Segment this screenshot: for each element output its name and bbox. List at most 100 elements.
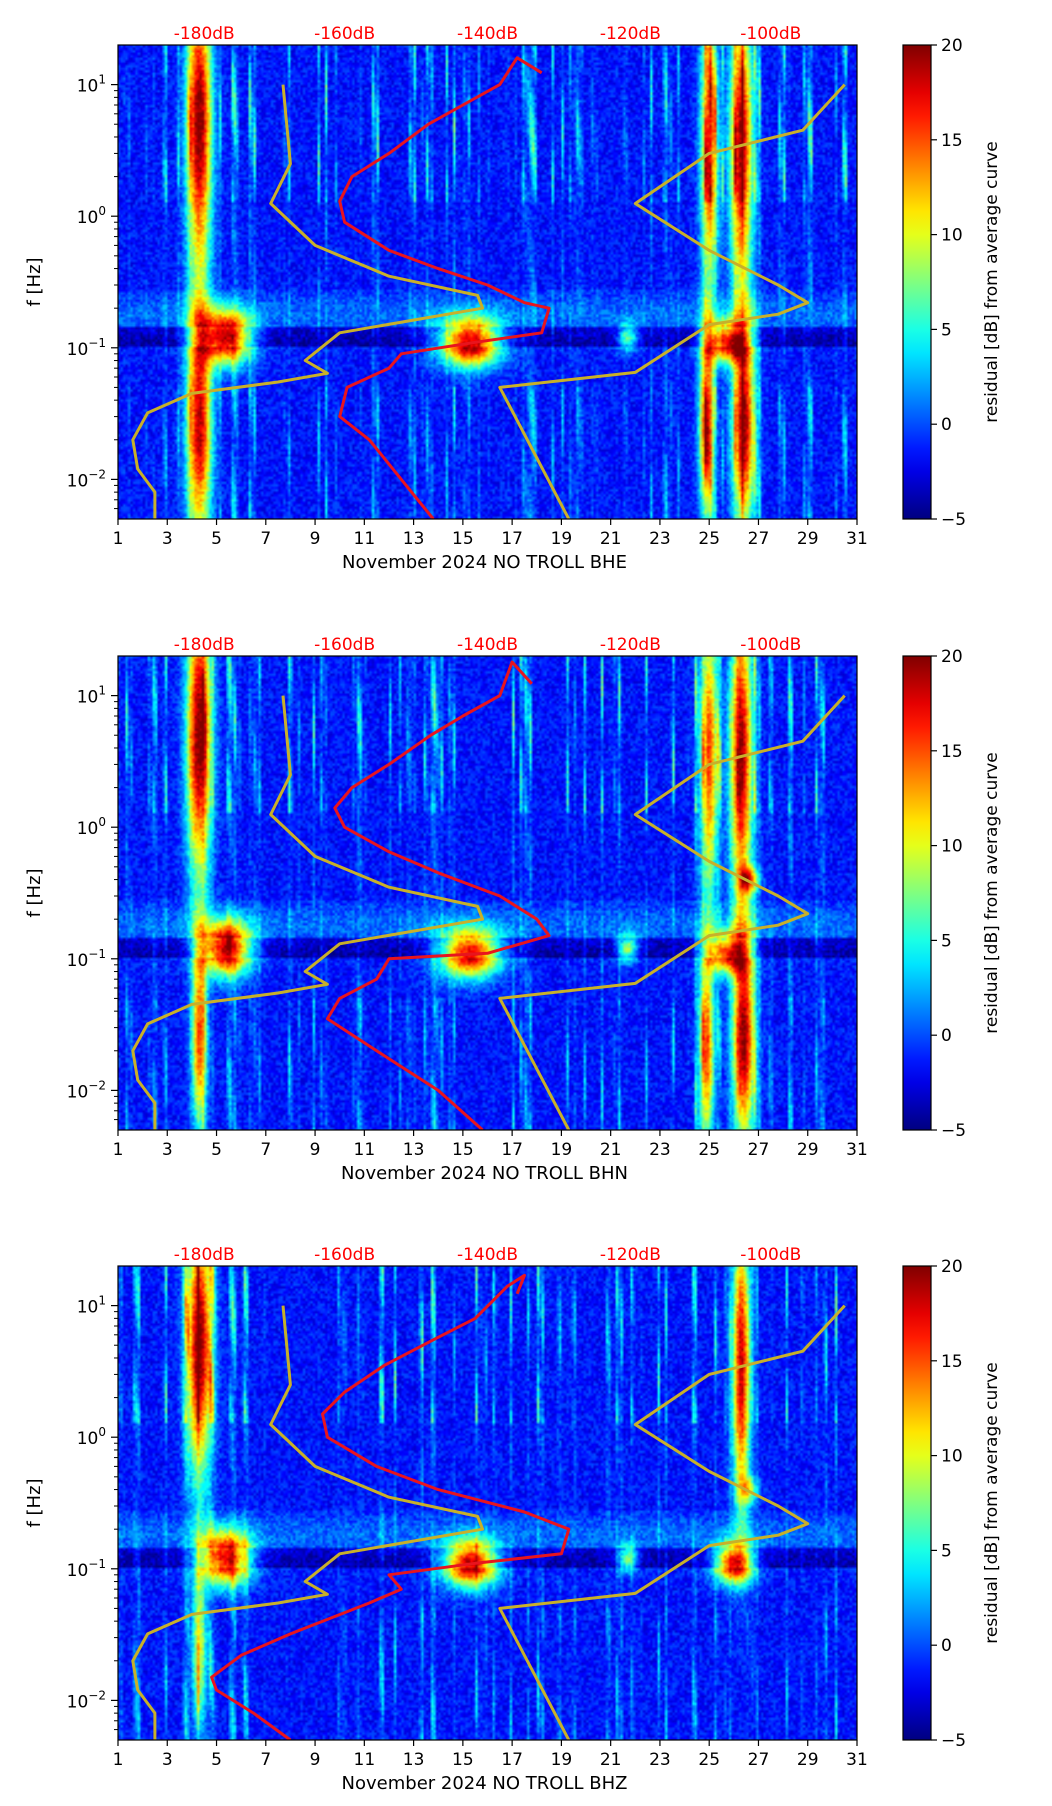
x-tick-label: 25 (698, 529, 720, 549)
colorbar-tick-label: −5 (941, 1121, 966, 1141)
colorbar-label: residual [dB] from average curve (982, 752, 1002, 1033)
y-axis-label: f [Hz] (24, 1478, 45, 1527)
reference-curve-low (131, 695, 485, 1130)
x-tick-label: 7 (260, 529, 271, 549)
colorbar-tick-label: 5 (941, 931, 952, 951)
x-tick-label: 1 (113, 1750, 124, 1770)
colorbar-tick-label: 15 (941, 1352, 963, 1372)
x-axis-label: November 2024 NO TROLL BHN (341, 1163, 628, 1184)
x-tick-label: 31 (846, 1140, 868, 1160)
colorbar-tick-label: 15 (941, 742, 963, 762)
y-tick-label: 10−2 (67, 1078, 106, 1102)
x-tick-label: 7 (260, 1750, 271, 1770)
y-tick-label: 101 (77, 73, 106, 97)
spectrogram-heatmap (118, 656, 857, 1130)
x-tick-label: 5 (211, 1750, 222, 1770)
db-scale-label: -180dB (174, 1245, 235, 1265)
x-tick-label: 17 (501, 529, 523, 549)
colorbar-tick-label: 5 (941, 1541, 952, 1561)
db-scale-label: -160dB (314, 635, 375, 655)
db-scale-label: -140dB (457, 1245, 518, 1265)
plot-frame (117, 44, 858, 520)
x-tick-label: 9 (310, 1750, 321, 1770)
x-tick-label: 17 (501, 1140, 523, 1160)
colorbar-tick-label: 20 (941, 647, 963, 667)
y-tick-label: 101 (77, 684, 106, 708)
db-scale-label: -140dB (457, 635, 518, 655)
db-scale-label: -120dB (600, 24, 661, 44)
y-tick-label: 101 (77, 1294, 106, 1318)
db-scale-label: -180dB (174, 635, 235, 655)
reference-curve-low (131, 84, 485, 519)
spectrogram-heatmap (118, 45, 857, 519)
x-tick-label: 31 (846, 1750, 868, 1770)
colorbar (902, 1265, 932, 1741)
db-scale-label: -100dB (740, 24, 801, 44)
db-scale-label: -120dB (600, 1245, 661, 1265)
colorbar-tick-label: 10 (941, 837, 963, 857)
y-tick-label: 10−2 (67, 467, 106, 491)
x-tick-label: 31 (846, 529, 868, 549)
x-tick-label: 29 (797, 529, 819, 549)
x-tick-label: 13 (403, 1750, 425, 1770)
x-tick-label: 11 (354, 529, 376, 549)
x-tick-label: 27 (748, 529, 770, 549)
x-tick-label: 9 (310, 1140, 321, 1160)
x-axis-label: November 2024 NO TROLL BHE (342, 552, 627, 573)
colorbar-label: residual [dB] from average curve (982, 141, 1002, 422)
x-tick-label: 23 (649, 1750, 671, 1770)
colorbar (902, 44, 932, 520)
colorbar-tick-label: 20 (941, 36, 963, 56)
x-tick-label: 23 (649, 529, 671, 549)
db-scale-label: -160dB (314, 24, 375, 44)
x-tick-label: 5 (211, 1140, 222, 1160)
x-tick-label: 3 (162, 1750, 173, 1770)
x-tick-label: 27 (748, 1750, 770, 1770)
x-tick-label: 3 (162, 1140, 173, 1160)
x-tick-label: 11 (354, 1750, 376, 1770)
colorbar-tick-label: 0 (941, 415, 952, 435)
plot-frame (117, 1265, 858, 1741)
colorbar-tick-label: 0 (941, 1636, 952, 1656)
x-tick-label: 15 (452, 1750, 474, 1770)
x-tick-label: 19 (551, 1140, 573, 1160)
x-tick-label: 5 (211, 529, 222, 549)
db-scale-label: -100dB (740, 1245, 801, 1265)
colorbar-tick-label: 10 (941, 226, 963, 246)
y-axis-label: f [Hz] (24, 868, 45, 917)
x-tick-label: 15 (452, 1140, 474, 1160)
x-tick-label: 11 (354, 1140, 376, 1160)
db-scale-label: -120dB (600, 635, 661, 655)
plot-frame (117, 655, 858, 1131)
colorbar-tick-label: 10 (941, 1447, 963, 1467)
y-tick-label: 100 (77, 1425, 106, 1449)
spectrogram-panel-2: 1 3 5 7 9 11 13 15 17 19 21 23 25 27 29 3110−210−110010… (24, 635, 1002, 1184)
x-tick-label: 3 (162, 529, 173, 549)
x-axis-label: November 2024 NO TROLL BHZ (342, 1773, 628, 1794)
x-tick-label: 29 (797, 1750, 819, 1770)
x-tick-label: 19 (551, 1750, 573, 1770)
x-tick-label: 23 (649, 1140, 671, 1160)
x-tick-label: 13 (403, 1140, 425, 1160)
y-tick-label: 10−1 (67, 947, 106, 971)
db-scale-label: -180dB (174, 24, 235, 44)
x-tick-label: 25 (698, 1750, 720, 1770)
colorbar-tick-label: 20 (941, 1257, 963, 1277)
reference-curve-high (498, 694, 846, 1130)
y-tick-label: 10−1 (67, 1557, 106, 1581)
x-tick-label: 17 (501, 1750, 523, 1770)
x-tick-label: 27 (748, 1140, 770, 1160)
y-tick-label: 100 (77, 204, 106, 228)
x-tick-label: 1 (113, 1140, 124, 1160)
colorbar-tick-label: 5 (941, 320, 952, 340)
colorbar (902, 655, 932, 1131)
db-scale-label: -100dB (740, 635, 801, 655)
x-tick-label: 21 (600, 529, 622, 549)
y-tick-label: 10−2 (67, 1688, 106, 1712)
db-scale-label: -160dB (314, 1245, 375, 1265)
x-tick-label: 21 (600, 1140, 622, 1160)
x-tick-label: 15 (452, 529, 474, 549)
colorbar-tick-label: 15 (941, 131, 963, 151)
median-psd-curve (338, 56, 551, 519)
x-tick-label: 19 (551, 529, 573, 549)
